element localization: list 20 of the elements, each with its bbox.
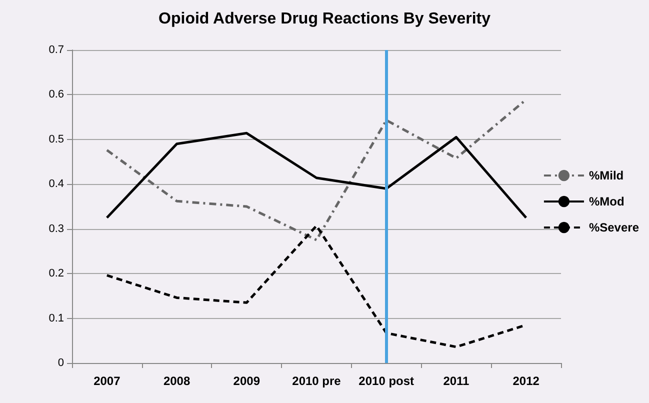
y-tick-label: 0.1	[48, 312, 64, 324]
y-tick-label: 0.4	[48, 178, 64, 190]
line-series	[106, 132, 528, 219]
x-tick-label: 2008	[163, 374, 190, 388]
x-tick-label: 2011	[443, 374, 470, 388]
x-tick-label: 2010 post	[358, 374, 414, 388]
y-tick-label: 0.2	[48, 268, 64, 280]
x-tick-label: 2012	[512, 374, 540, 388]
x-tick-label: 2009	[233, 374, 260, 388]
chart-title: Opioid Adverse Drug Reactions By Severity	[158, 10, 491, 28]
y-tick-label: 0.7	[48, 44, 64, 56]
y-tick-label: 0.6	[48, 88, 64, 101]
x-tick-label: 2007	[94, 374, 121, 388]
legend-label: %Mod	[588, 194, 624, 208]
y-tick-label: 0.3	[48, 222, 64, 235]
y-tick-label: 0.5	[48, 133, 64, 146]
y-tick-label: 0	[58, 357, 64, 369]
x-tick-label: 2010 pre	[292, 374, 342, 388]
legend-label: %Severe	[588, 220, 640, 234]
legend-label: %Mild	[588, 168, 624, 182]
